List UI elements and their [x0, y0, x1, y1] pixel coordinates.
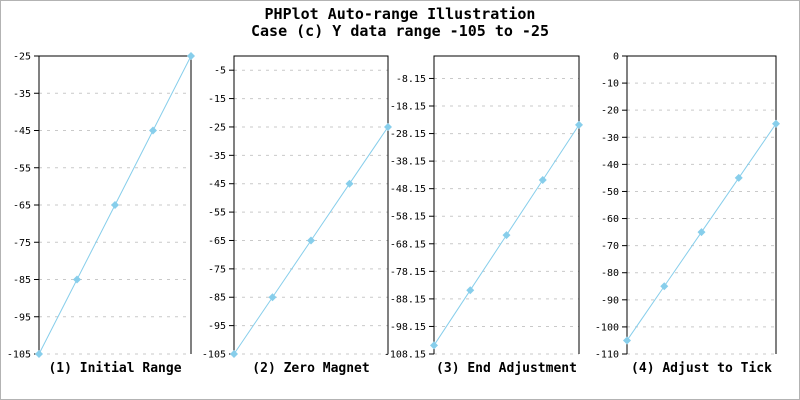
data-point-marker	[268, 293, 277, 302]
chart-title: (1) Initial Range	[48, 361, 181, 376]
y-tick-label: -58.15	[390, 212, 426, 223]
data-point-marker	[734, 173, 743, 182]
y-tick-label: -85	[208, 293, 226, 304]
data-point-marker	[538, 175, 547, 184]
y-tick-label: -75	[208, 264, 226, 275]
data-point-marker	[35, 350, 43, 358]
chart-panel-1: -25 -35 -45 -55 -65 -75 -85 -95 -105 (1) Initial …	[7, 52, 195, 376]
y-tick-label: 0	[613, 52, 619, 63]
data-point-marker	[430, 341, 438, 350]
data-point-marker	[307, 236, 315, 245]
y-tick-label: -98.15	[390, 322, 426, 333]
y-tick-label: -75	[13, 238, 31, 249]
data-point-marker	[697, 228, 706, 237]
data-point-marker	[623, 336, 631, 345]
y-tick-label: -18.15	[390, 102, 426, 113]
y-tick-label: -48.15	[390, 184, 426, 195]
y-tick-label: -100	[595, 322, 619, 333]
data-point-marker	[575, 120, 583, 129]
y-tick-label: -110	[595, 350, 619, 361]
y-tick-label: -60	[601, 214, 619, 225]
y-tick-label: -90	[601, 295, 619, 306]
y-tick-label: -95	[13, 312, 31, 323]
data-point-marker	[772, 119, 780, 128]
y-tick-label: -105	[202, 350, 226, 361]
y-tick-label: -25	[13, 52, 31, 63]
y-tick-label: -30	[601, 133, 619, 144]
plot-frame	[233, 55, 389, 354]
y-tick-label: -65	[13, 201, 31, 212]
y-tick-label: -85	[13, 275, 31, 286]
y-tick-label: -5	[214, 66, 226, 77]
y-tick-label: -28.15	[390, 129, 426, 140]
y-tick-label: -50	[601, 187, 619, 198]
data-point-marker	[502, 231, 511, 240]
main-title-block: PHPlot Auto-range Illustration Case (c) …	[1, 6, 799, 40]
plot-frame	[38, 55, 192, 354]
y-tick-label: -105	[7, 350, 31, 361]
chart-title: (4) Adjust to Tick	[631, 361, 772, 376]
y-tick-label: -45	[208, 179, 226, 190]
y-tick-label: -35	[208, 151, 226, 162]
y-tick-label: -55	[13, 163, 31, 174]
y-tick-label: -25	[208, 122, 226, 133]
y-tick-label: -65	[208, 236, 226, 247]
data-point-marker	[149, 126, 157, 135]
chart-title: (2) Zero Magnet	[252, 361, 369, 376]
y-tick-label: -10	[601, 79, 619, 90]
data-point-marker	[230, 350, 238, 358]
y-tick-label: -15	[208, 94, 226, 105]
y-tick-label: -38.15	[390, 157, 426, 168]
data-point-marker	[345, 179, 354, 188]
data-point-marker	[73, 275, 81, 284]
data-point-marker	[187, 52, 195, 60]
y-tick-label: -55	[208, 208, 226, 219]
y-tick-label: -95	[208, 321, 226, 332]
y-tick-label: -20	[601, 106, 619, 117]
y-tick-label: -40	[601, 160, 619, 171]
y-tick-label: -70	[601, 241, 619, 252]
chart-panel-4: 0 -10 -20 -30 -40 -50 -60 -70 -80 -90 -100 -110 (4) …	[595, 52, 780, 376]
y-tick-label: -45	[13, 126, 31, 137]
data-point-marker	[384, 122, 392, 131]
chart-panel-3: -8.15 -18.15 -28.15 -38.15 -48.15 -58.15 -68.1…	[384, 55, 583, 376]
plot-frame	[433, 55, 580, 354]
chart-title: (3) End Adjustment	[436, 361, 577, 376]
data-point-marker	[111, 201, 119, 209]
data-point-marker	[660, 282, 669, 291]
plot-frame	[626, 55, 777, 354]
y-tick-label: -80	[601, 268, 619, 279]
data-point-marker	[466, 286, 475, 295]
main-title-line1: PHPlot Auto-range Illustration	[264, 5, 536, 23]
y-tick-label: -8.15	[396, 74, 426, 85]
y-tick-label: -88.15	[390, 294, 426, 305]
main-title-line2: Case (c) Y data range -105 to -25	[250, 22, 549, 40]
chart-panel-2: -5 -15 -25 -35 -45 -55 -65 -75 -85 -95 -105 (2) Zer…	[202, 55, 392, 376]
y-tick-label: -108.15	[384, 350, 426, 361]
y-tick-label: -78.15	[390, 267, 426, 278]
y-tick-label: -35	[13, 89, 31, 100]
y-tick-label: -68.15	[390, 239, 426, 250]
